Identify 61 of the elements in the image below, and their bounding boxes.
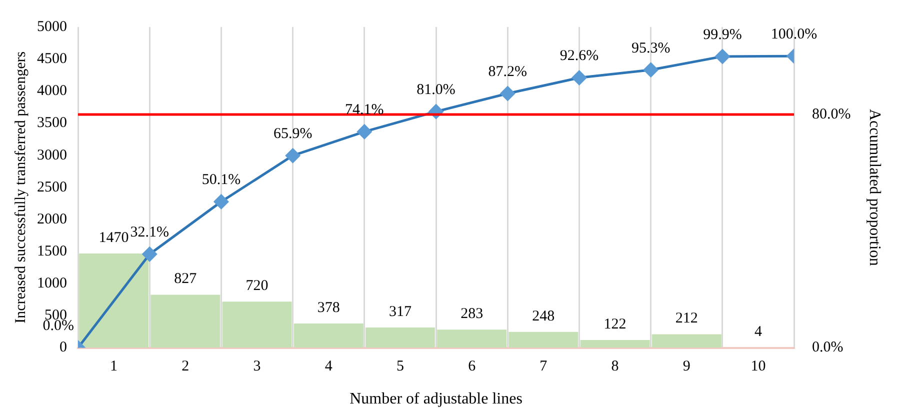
data-label: 317: [388, 304, 412, 320]
bar: [508, 332, 578, 348]
data-label: 283: [460, 306, 484, 322]
bar: [580, 340, 650, 348]
data-label: 378: [317, 300, 340, 316]
y-tick-label: 3000: [37, 147, 67, 164]
bar: [79, 253, 149, 348]
data-label: 212: [675, 310, 698, 327]
data-label: 1470: [98, 230, 129, 246]
x-tick-label: 2: [182, 358, 190, 375]
bar: [365, 327, 435, 348]
x-tick-label: 10: [750, 358, 766, 375]
y2-axis-title: Accumulated proportion: [866, 108, 884, 266]
bar: [294, 324, 364, 348]
data-label: 92.6%: [560, 48, 599, 64]
data-label: 100.0%: [770, 26, 818, 43]
data-label: 248: [532, 308, 555, 324]
bar: [437, 330, 507, 348]
x-tick-label: 4: [324, 358, 333, 375]
x-tick-label: 5: [396, 358, 404, 375]
y-tick-label: 3500: [37, 115, 67, 132]
y-tick-label: 4000: [37, 83, 67, 100]
bar: [222, 302, 292, 348]
point: [214, 194, 228, 209]
x-tick-label: 1: [110, 358, 118, 375]
x-axis-title: Number of adjustable lines: [350, 390, 522, 408]
y-tick-label: 4500: [37, 51, 67, 68]
x-tick-label: 8: [611, 358, 619, 375]
point: [357, 124, 372, 139]
data-label: 65.9%: [273, 126, 312, 142]
data-label: 827: [174, 271, 198, 288]
data-label: 32.1%: [130, 224, 169, 241]
data-label: 50.1%: [202, 172, 241, 188]
x-tick-label: 9: [682, 358, 690, 375]
data-label: 95.3%: [631, 40, 670, 56]
point: [644, 62, 658, 78]
data-label: 122: [604, 316, 626, 332]
y2-tick-label: 80.0%: [812, 106, 851, 122]
point: [142, 246, 157, 262]
y-tick-label: 1000: [37, 276, 67, 292]
y-tick-label: 2500: [37, 179, 67, 196]
y-axis-title: Increased successfully transferred passengers: [12, 51, 29, 324]
point: [286, 148, 300, 163]
data-label: 87.2%: [488, 64, 528, 80]
x-tick-label: 3: [253, 358, 261, 375]
x-tick-label: 6: [468, 358, 476, 375]
y2-tick-label: 0.0%: [812, 340, 844, 356]
data-label: 4: [754, 324, 762, 340]
x-tick-label: 7: [540, 358, 548, 375]
point: [572, 70, 586, 85]
y-tick-label: 0: [60, 340, 67, 356]
bar: [150, 294, 220, 348]
data-label: 81.0%: [416, 82, 456, 98]
data-label: 99.9%: [703, 26, 742, 43]
data-label: 720: [246, 278, 268, 294]
point: [500, 86, 515, 101]
y-tick-label: 5000: [37, 18, 67, 35]
y-tick-label: 2000: [37, 211, 67, 228]
y-tick-label: 1500: [37, 243, 67, 260]
bar: [652, 334, 722, 348]
point: [715, 49, 730, 64]
